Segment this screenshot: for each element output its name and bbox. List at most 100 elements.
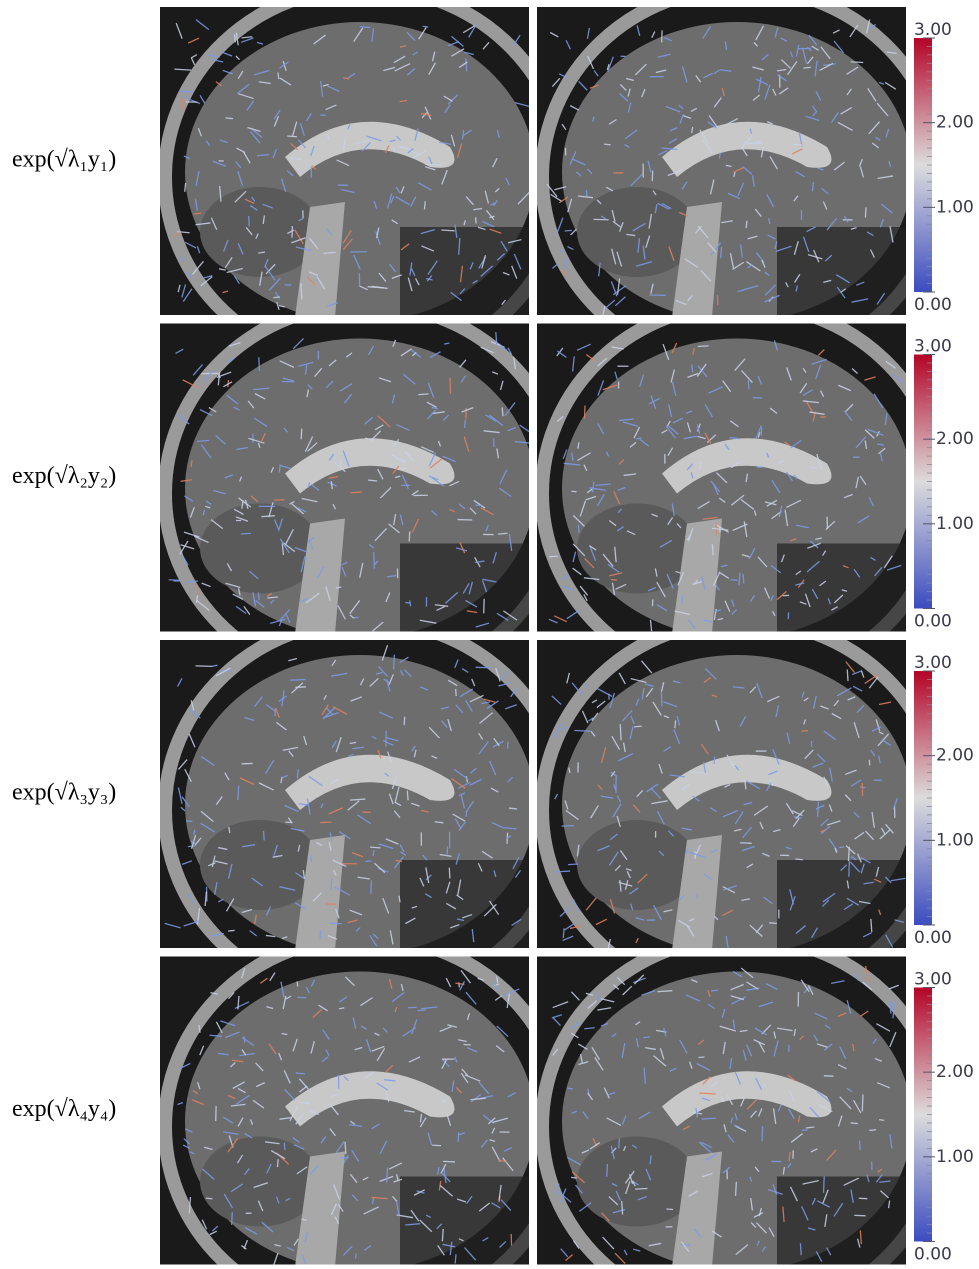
vector-arrow	[263, 831, 264, 841]
vector-arrow	[860, 1141, 861, 1150]
mri-panel	[160, 304, 565, 684]
vector-arrow	[366, 861, 372, 862]
vector-arrow	[287, 136, 297, 137]
vector-arrow	[274, 297, 280, 298]
mri-panel	[537, 0, 942, 367]
vector-arrow	[329, 923, 341, 924]
vector-arrow	[282, 1034, 288, 1035]
vector-arrow	[387, 1167, 388, 1182]
vector-arrow	[565, 230, 572, 231]
vector-arrow	[290, 680, 305, 681]
vector-arrow	[228, 930, 235, 931]
cerebellum	[200, 504, 320, 594]
vector-arrow	[194, 213, 201, 214]
vector-arrow	[879, 1120, 884, 1121]
vector-arrow	[635, 1188, 647, 1189]
vector-arrow	[740, 843, 752, 844]
figure: exp(√λ₁y₁) 0.00 1.00 2.00 3.00 exp(√λ₂y₂) 0.00…	[0, 0, 979, 1269]
vector-arrow	[862, 1094, 863, 1111]
vector-arrow	[761, 428, 762, 436]
vector-arrow	[869, 1130, 876, 1131]
mri-panel	[160, 937, 565, 1269]
row-label: exp(√λ₄y₄)	[12, 1096, 116, 1122]
vector-arrow	[698, 346, 709, 347]
vector-arrow	[345, 1142, 346, 1154]
dark-region	[777, 1177, 917, 1267]
mri-panel	[160, 620, 565, 1000]
vector-arrow	[278, 73, 279, 80]
vector-arrow	[226, 118, 233, 119]
vector-arrow	[720, 527, 721, 532]
vector-arrow	[634, 726, 642, 727]
vector-arrow	[466, 58, 467, 71]
vector-arrow	[496, 332, 497, 345]
vector-arrow	[611, 580, 617, 581]
cerebellum	[577, 504, 697, 594]
vector-arrow	[502, 407, 503, 416]
row-label: exp(√λ₁y₁)	[12, 147, 116, 173]
vector-arrow	[238, 786, 239, 801]
vector-arrow	[571, 1177, 577, 1178]
vector-arrow	[604, 144, 611, 145]
vector-arrow	[296, 1073, 305, 1074]
dark-region	[777, 544, 917, 634]
cerebellum	[577, 820, 697, 910]
cerebellum	[200, 820, 320, 910]
vector-arrow	[258, 592, 259, 600]
vector-arrow	[279, 466, 280, 472]
vector-arrow	[244, 1036, 245, 1042]
colorbar-tick-label: 2.00	[936, 746, 974, 766]
vector-arrow	[762, 1126, 763, 1141]
colorbar-tick-label: 3.00	[914, 970, 952, 990]
row-label: exp(√λ₂y₂)	[12, 463, 116, 489]
vector-arrow	[562, 826, 574, 827]
vector-arrow	[796, 859, 803, 860]
vector-arrow	[871, 919, 872, 932]
vector-arrow	[789, 1152, 790, 1161]
vector-arrow	[449, 868, 450, 879]
row-label: exp(√λ₃y₃)	[12, 780, 116, 806]
vector-arrow	[851, 62, 863, 63]
vector-arrow	[743, 574, 744, 583]
vector-arrow	[455, 1254, 456, 1263]
vector-arrow	[374, 552, 375, 569]
vector-arrow	[650, 1155, 651, 1164]
vector-arrow	[407, 791, 408, 801]
colorbar-tick-label: 0.00	[914, 928, 952, 948]
vector-arrow	[721, 247, 722, 258]
vector-arrow	[186, 821, 192, 822]
vector-arrow	[206, 1198, 213, 1199]
vector-arrow	[714, 756, 715, 763]
vector-arrow	[712, 544, 713, 555]
vector-arrow	[643, 1037, 650, 1038]
vector-arrow	[748, 380, 749, 389]
mri-panel	[537, 937, 942, 1269]
colorbar-tick-label: 1.00	[936, 514, 974, 534]
dark-region	[777, 227, 917, 317]
cerebellum	[577, 187, 697, 277]
vector-arrow	[356, 1253, 357, 1258]
vector-arrow	[465, 420, 466, 428]
vector-arrow	[818, 802, 819, 818]
vector-arrow	[351, 492, 363, 493]
mri-panel	[537, 304, 942, 684]
vector-arrow	[801, 730, 808, 731]
vector-arrow	[498, 533, 507, 534]
vector-arrow	[824, 1176, 825, 1192]
vector-arrow	[793, 144, 803, 145]
mri-panel	[537, 620, 942, 1000]
vector-arrow	[456, 689, 457, 696]
vector-arrow	[769, 923, 777, 924]
vector-arrow	[556, 871, 570, 872]
colorbar-tick-label: 1.00	[936, 197, 974, 217]
vector-arrow	[746, 221, 747, 228]
vector-arrow	[586, 190, 587, 196]
vector-arrow	[424, 201, 425, 209]
vector-arrow	[323, 252, 335, 253]
vector-arrow	[182, 98, 183, 110]
vector-arrow	[441, 230, 454, 231]
colorbar-tick-label: 0.00	[914, 1245, 952, 1265]
vector-arrow	[800, 1243, 801, 1255]
colorbar-tick-label: 2.00	[936, 429, 974, 449]
cerebellum	[200, 1137, 320, 1227]
